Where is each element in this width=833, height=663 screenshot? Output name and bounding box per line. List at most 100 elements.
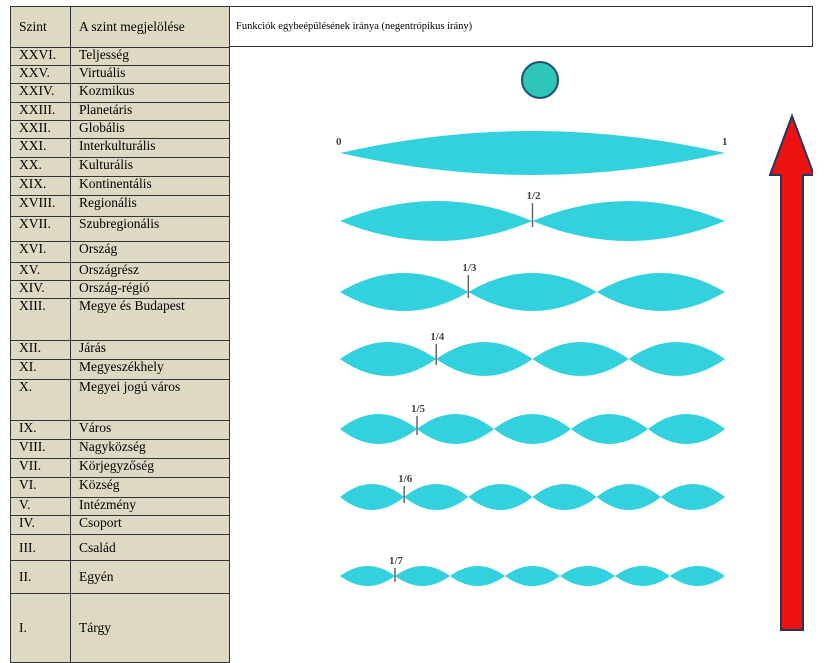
level-designation: Megye és Budapest (70, 297, 230, 342)
negentropy-figure: 1/2 1/3 1/4 1/5 1/6 1/7 0 1 (336, 61, 813, 631)
division-label: 1/2 (527, 190, 542, 202)
lens-segment (505, 566, 560, 586)
division-label: 1/3 (462, 262, 477, 274)
level-designation: Planetáris (70, 101, 230, 121)
lens-segment (532, 201, 725, 241)
table-header-row: Szint A szint megjelölése (10, 6, 230, 48)
table-row: XVIII. Regionális (10, 194, 230, 217)
lens-segment (340, 342, 437, 376)
level-number: V. (10, 496, 71, 517)
upward-arrow (768, 113, 813, 631)
level-number: XV. (10, 261, 71, 281)
level-number: VII. (10, 458, 71, 479)
level-designation: Országrész (70, 261, 230, 281)
table-row: XVII. Szubregionális (10, 215, 230, 243)
level-number: IX. (10, 420, 71, 440)
level-number: XVI. (10, 241, 71, 263)
level-number: IV. (10, 515, 71, 536)
table-row: XIII. Megye és Budapest (10, 297, 230, 342)
table-row: XXII. Globális (10, 119, 230, 139)
lens-segment (450, 566, 505, 586)
level-number: VIII. (10, 438, 71, 460)
division-label: 1/7 (389, 555, 404, 567)
level-designation: Nagyközség (70, 438, 230, 460)
lens-segment (468, 273, 597, 311)
level-number: XI. (10, 358, 71, 381)
level-number: XXII. (10, 119, 71, 139)
header-designation: A szint megjelölése (70, 6, 230, 48)
table-row: XXVI. Teljesség (10, 46, 230, 67)
level-number: XII. (10, 340, 71, 360)
table-row: XVI. Ország (10, 241, 230, 263)
level-number: XXVI. (10, 46, 71, 67)
level-number: III. (10, 534, 71, 561)
level-number: XIV. (10, 279, 71, 300)
lens-segment (532, 342, 629, 376)
lens-segment (648, 414, 725, 444)
lens-segment (340, 131, 725, 175)
unity-circle (521, 61, 559, 99)
level-designation: Ország (70, 241, 230, 263)
lens-segment (340, 273, 469, 311)
table-row: IX. Város (10, 420, 230, 440)
level-designation: Járás (70, 340, 230, 360)
level-number: VI. (10, 477, 71, 498)
lens-segment (615, 566, 670, 586)
lens-segment (494, 414, 571, 444)
level-designation: Körjegyzőség (70, 458, 230, 479)
label-zero: 0 (336, 136, 342, 148)
division-label: 1/5 (411, 403, 426, 415)
figure-title-text: Funkciók egybeépülésének iránya (negentr… (236, 21, 473, 32)
lens-segment (340, 566, 395, 586)
lens-segment (340, 484, 405, 510)
lens-segment (395, 566, 450, 586)
table-row: XXIV. Kozmikus (10, 83, 230, 103)
level-designation: Interkulturális (70, 137, 230, 159)
level-designation: Globális (70, 119, 230, 139)
lens-segment (417, 414, 494, 444)
level-number: XX. (10, 157, 71, 177)
table-row: XIX. Kontinentális (10, 175, 230, 196)
figure-title: Funkciók egybeépülésének iránya (negentr… (230, 6, 813, 47)
table-body: XXVI. Teljesség XXV. Virtuális XXIV. Kozmikus… (10, 46, 230, 663)
lens-segment (404, 484, 469, 510)
table-row: V. Intézmény (10, 496, 230, 517)
table-row: XXIII. Planetáris (10, 101, 230, 121)
level-designation: Ország-régió (70, 279, 230, 300)
level-designation: Tárgy (70, 592, 230, 663)
level-designation: Szubregionális (70, 215, 230, 243)
table-row: X. Megyei jogú város (10, 379, 230, 422)
level-designation: Család (70, 534, 230, 561)
level-number: XXIV. (10, 83, 71, 103)
lens-segment (560, 566, 615, 586)
levels-table: Szint A szint megjelölése XXVI. Teljesség… (10, 6, 230, 663)
level-designation: Kontinentális (70, 175, 230, 196)
level-designation: Kozmikus (70, 83, 230, 103)
level-number: XIII. (10, 297, 71, 342)
table-row: XIV. Ország-régió (10, 279, 230, 300)
level-designation: Regionális (70, 194, 230, 217)
table-row: VIII. Nagyközség (10, 438, 230, 460)
level-designation: Megyeszékhely (70, 358, 230, 381)
level-designation: Kulturális (70, 157, 230, 177)
table-row: II. Egyén (10, 559, 230, 594)
level-designation: Község (70, 477, 230, 498)
lens-segment (532, 484, 597, 510)
lens-segment (468, 484, 533, 510)
table-row: XV. Országrész (10, 261, 230, 281)
table-row: XX. Kulturális (10, 157, 230, 177)
level-number: XXV. (10, 65, 71, 85)
level-number: XVIII. (10, 194, 71, 217)
level-number: XIX. (10, 175, 71, 196)
lens-segment (596, 484, 661, 510)
table-row: IV. Csoport (10, 515, 230, 536)
table-row: XII. Járás (10, 340, 230, 360)
label-one: 1 (722, 136, 728, 148)
lens-chains: 1/2 1/3 1/4 1/5 1/6 1/7 0 1 (336, 131, 728, 586)
lens-segment (571, 414, 648, 444)
table-row: XXI. Interkulturális (10, 137, 230, 159)
level-designation: Megyei jogú város (70, 379, 230, 422)
division-label: 1/4 (430, 331, 445, 343)
level-designation: Egyén (70, 559, 230, 594)
level-number: II. (10, 559, 71, 594)
